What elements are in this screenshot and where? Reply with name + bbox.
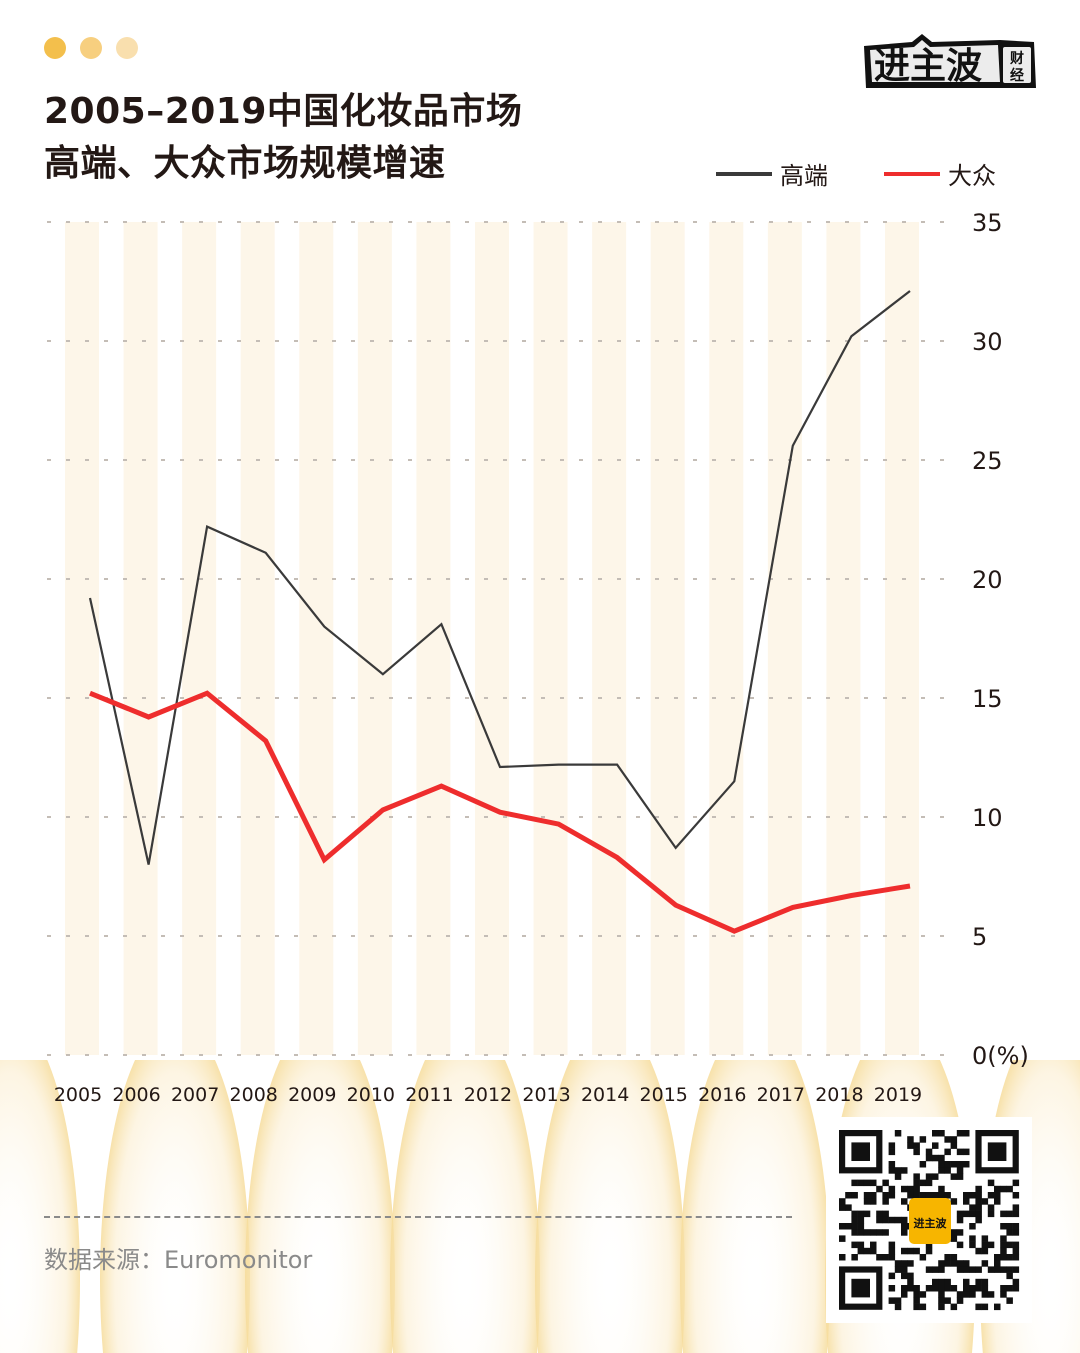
- legend-item-mass: 大众: [884, 156, 996, 191]
- title-line-2: 高端、大众市场规模增速: [44, 143, 446, 184]
- x-tick-label: 2016: [698, 1084, 746, 1106]
- legend-line-high-end-icon: [716, 171, 772, 176]
- y-tick-label: 35: [972, 209, 1003, 237]
- x-tick-label: 2015: [640, 1084, 688, 1106]
- decorative-dots: [44, 37, 138, 59]
- y-tick-label: 25: [972, 447, 1003, 475]
- column-stripe: [123, 222, 158, 1055]
- column-stripe: [357, 222, 392, 1055]
- x-axis-ticks: 2005 2006 2007 2008 2009 2010 2011 2012 2013 2014…: [54, 1084, 922, 1106]
- dot-2: [80, 37, 102, 59]
- x-tick-label: 2013: [522, 1084, 570, 1106]
- column-stripe: [299, 222, 334, 1055]
- x-tick-label: 2017: [757, 1084, 805, 1106]
- column-stripe: [533, 222, 568, 1055]
- x-tick-label: 2007: [171, 1084, 219, 1106]
- data-source: 数据来源：Euromonitor: [44, 1246, 313, 1274]
- dot-1: [44, 37, 66, 59]
- mass-series-line: [89, 690, 911, 934]
- svg-text:进主波: 进主波: [874, 46, 982, 87]
- x-tick-label: 2005: [54, 1084, 102, 1106]
- brand-logo: 进主波 财 经: [864, 34, 1036, 88]
- x-tick-label: 2019: [874, 1084, 922, 1106]
- column-stripe: [592, 222, 627, 1055]
- svg-text:财: 财: [1009, 50, 1024, 67]
- x-tick-label: 2012: [464, 1084, 512, 1106]
- svg-text:经: 经: [1010, 67, 1024, 84]
- x-tick-label: 2014: [581, 1084, 629, 1106]
- source-divider: [44, 1216, 792, 1218]
- y-tick-label: 10: [972, 804, 1003, 832]
- x-tick-label: 2010: [347, 1084, 395, 1106]
- qr-pattern: [839, 1130, 1020, 1311]
- x-tick-label: 2011: [405, 1084, 453, 1106]
- y-tick-label: 0(%): [972, 1042, 1029, 1070]
- x-tick-label: 2018: [815, 1084, 863, 1106]
- legend-line-mass-icon: [884, 171, 940, 176]
- column-stripe: [709, 222, 744, 1055]
- dot-3: [116, 37, 138, 59]
- chart-legend: 高端 大众: [716, 156, 1052, 191]
- column-stripe: [650, 222, 685, 1055]
- column-stripe: [240, 222, 275, 1055]
- y-axis-ticks: 0(%) 5 10 15 20 25 30 35: [972, 209, 1029, 1070]
- y-tick-label: 15: [972, 685, 1003, 713]
- x-tick-label: 2008: [230, 1084, 278, 1106]
- qr-code[interactable]: 进主波: [826, 1117, 1032, 1323]
- title-line-1: 2005–2019中国化妆品市场: [44, 91, 523, 132]
- chart-title: 2005–2019中国化妆品市场 高端、大众市场规模增速: [44, 86, 522, 190]
- legend-label-mass: 大众: [948, 162, 996, 190]
- column-stripe: [767, 222, 802, 1055]
- column-stripe: [474, 222, 509, 1055]
- column-stripe: [65, 222, 99, 1055]
- column-stripe: [826, 222, 861, 1055]
- x-tick-label: 2006: [112, 1084, 160, 1106]
- column-stripes: [65, 222, 919, 1055]
- y-tick-label: 30: [972, 328, 1003, 356]
- column-stripe: [884, 222, 919, 1055]
- y-tick-label: 5: [972, 923, 987, 951]
- y-tick-label: 20: [972, 566, 1003, 594]
- column-stripe: [416, 222, 451, 1055]
- x-tick-label: 2009: [288, 1084, 336, 1106]
- legend-item-high-end: 高端: [716, 156, 828, 191]
- svg-text:进主波: 进主波: [914, 1216, 948, 1230]
- high-end-series-line: [88, 290, 911, 865]
- legend-label-high-end: 高端: [780, 162, 828, 190]
